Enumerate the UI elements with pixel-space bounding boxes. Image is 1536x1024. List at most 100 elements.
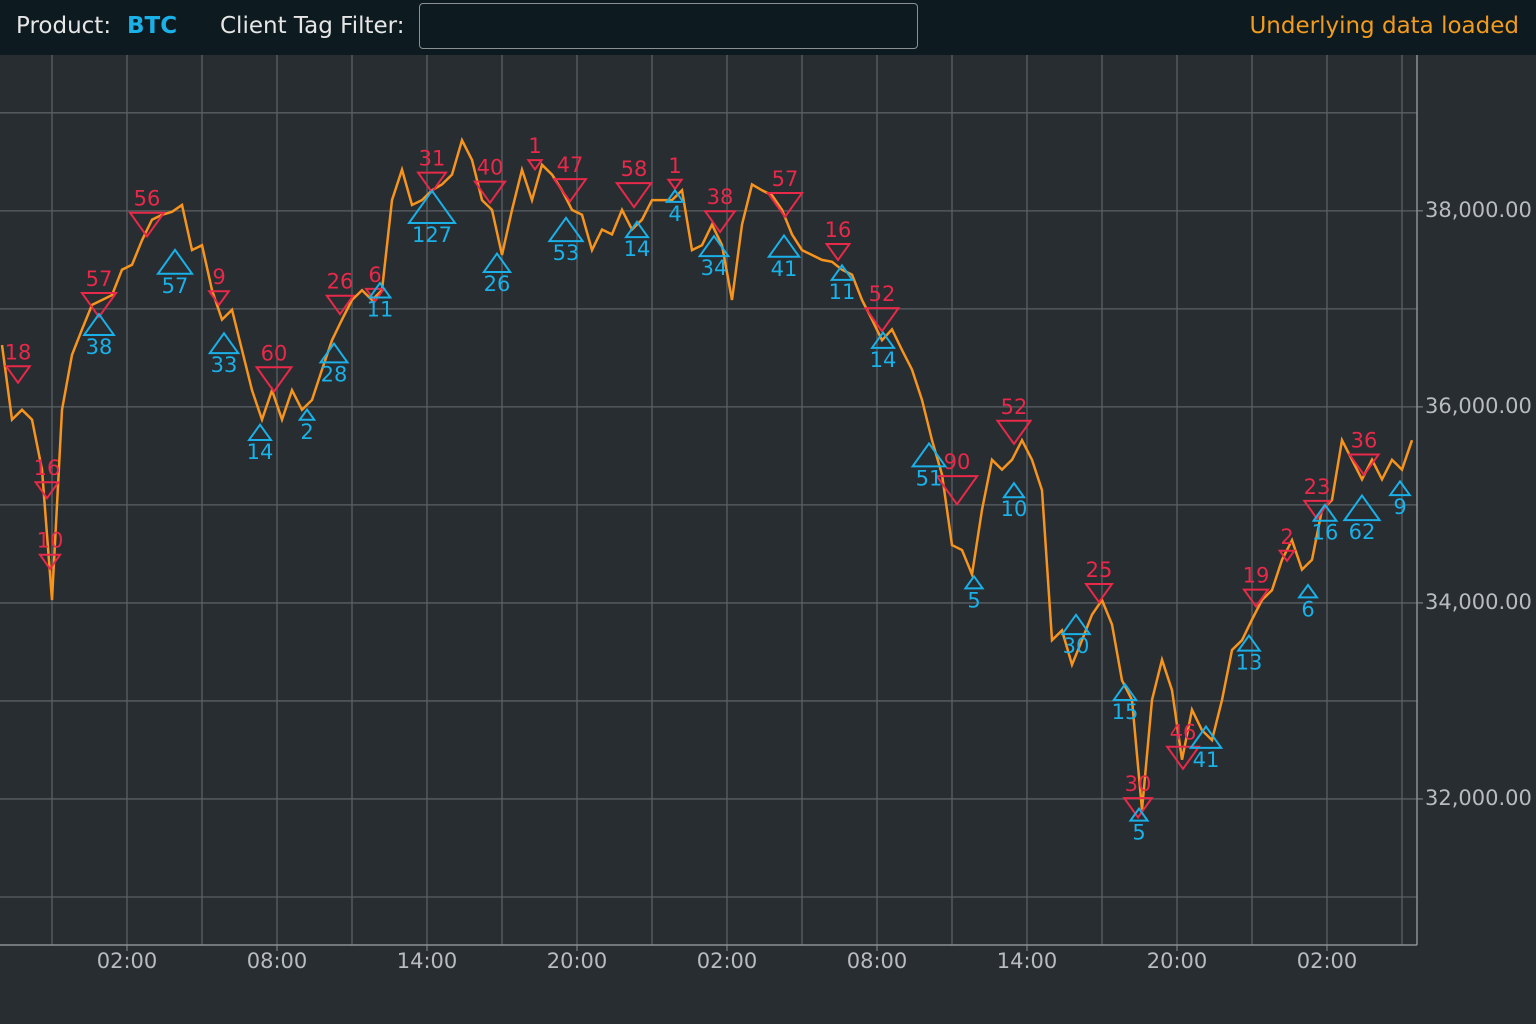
buy-marker [870, 330, 896, 349]
sell-label: 26 [327, 270, 354, 294]
sell-marker [4, 365, 32, 385]
buy-label: 30 [1063, 634, 1090, 658]
sell-marker [614, 182, 654, 209]
buy-label: 13 [1236, 651, 1263, 675]
buy-marker [318, 341, 350, 364]
sell-label: 25 [1086, 558, 1113, 582]
sell-label: 9 [212, 265, 225, 289]
sell-label: 1 [528, 134, 541, 158]
buy-marker [1236, 633, 1262, 652]
sell-label: 90 [944, 450, 971, 474]
buy-marker [963, 574, 985, 590]
sell-label: 46 [1170, 721, 1197, 745]
buy-marker [1128, 806, 1150, 822]
buy-label: 57 [162, 274, 189, 298]
buy-marker [82, 312, 116, 336]
sell-label: 60 [261, 341, 288, 365]
buy-marker [1297, 583, 1319, 599]
buy-marker [829, 263, 855, 281]
buy-marker [697, 234, 731, 258]
buy-label: 41 [771, 257, 798, 281]
status-message: Underlying data loaded [1249, 13, 1519, 39]
buy-marker [547, 216, 585, 243]
sell-label: 31 [419, 147, 446, 171]
buy-label: 62 [1349, 520, 1376, 544]
buy-marker [1388, 479, 1412, 497]
sell-label: 38 [707, 185, 734, 209]
buy-label: 5 [1132, 821, 1145, 845]
buy-label: 6 [1301, 597, 1314, 621]
y-tick-label: 38,000.00 [1425, 198, 1532, 222]
sell-marker [33, 481, 61, 500]
buy-label: 14 [624, 237, 651, 261]
buy-marker [1060, 613, 1092, 636]
sell-marker [1302, 499, 1332, 521]
sell-marker [765, 192, 805, 219]
x-tick-label: 20:00 [547, 949, 608, 973]
buy-marker [155, 248, 195, 275]
x-tick-label: 14:00 [397, 949, 458, 973]
sell-marker [1165, 745, 1201, 771]
buy-marker [624, 220, 650, 239]
sell-label: 23 [1304, 475, 1331, 499]
y-tick-label: 34,000.00 [1425, 590, 1532, 614]
sell-marker [1242, 588, 1270, 609]
product-value[interactable]: BTC [127, 13, 178, 39]
buy-label: 34 [701, 256, 728, 280]
buy-label: 14 [247, 440, 274, 464]
sell-marker [79, 291, 119, 319]
product-label: Product: [16, 13, 112, 39]
buy-label: 28 [321, 362, 348, 386]
buy-label: 14 [870, 348, 897, 372]
buy-marker [407, 189, 457, 225]
sell-label: 16 [825, 218, 852, 242]
buy-marker [207, 331, 241, 355]
x-tick-label: 02:00 [97, 949, 158, 973]
x-tick-label: 02:00 [697, 949, 758, 973]
sell-label: 40 [477, 156, 504, 180]
x-tick-label: 02:00 [1297, 949, 1358, 973]
sell-marker [324, 294, 356, 316]
sell-label: 56 [134, 187, 161, 211]
sell-label: 58 [621, 157, 648, 181]
sell-marker [416, 171, 448, 194]
sell-label: 19 [1243, 564, 1270, 588]
sell-label: 52 [869, 282, 896, 306]
buy-label: 41 [1193, 748, 1220, 772]
buy-marker [481, 251, 513, 274]
sell-marker [1084, 583, 1114, 604]
buy-marker [247, 422, 273, 442]
x-tick-label: 14:00 [997, 949, 1058, 973]
sell-label: 6 [368, 263, 381, 287]
sell-label: 57 [772, 167, 799, 191]
sell-marker [254, 366, 294, 394]
sell-marker [934, 475, 980, 507]
filter-input[interactable] [419, 3, 918, 49]
sell-label: 30 [1125, 772, 1152, 796]
buy-marker [910, 441, 948, 468]
buy-marker [766, 233, 802, 258]
sell-label: 18 [5, 340, 32, 364]
sell-marker [552, 178, 588, 204]
sell-label: 10 [37, 529, 64, 553]
buy-label: 15 [1112, 700, 1139, 724]
y-tick-label: 36,000.00 [1425, 394, 1532, 418]
buy-label: 51 [916, 466, 943, 490]
buy-label: 11 [367, 297, 394, 321]
sell-label: 36 [1351, 428, 1378, 452]
sell-label: 1 [668, 154, 681, 178]
buy-marker [1111, 682, 1139, 701]
x-tick-label: 08:00 [847, 949, 908, 973]
sell-marker [207, 290, 231, 307]
buy-label: 10 [1001, 497, 1028, 521]
buy-label: 9 [1393, 495, 1406, 519]
sell-marker [472, 180, 508, 205]
sell-marker [37, 553, 63, 571]
buy-label: 2 [300, 420, 313, 444]
sell-marker [1122, 797, 1154, 820]
sell-label: 57 [86, 267, 113, 291]
sell-label: 52 [1001, 395, 1028, 419]
buy-label: 127 [412, 223, 452, 247]
